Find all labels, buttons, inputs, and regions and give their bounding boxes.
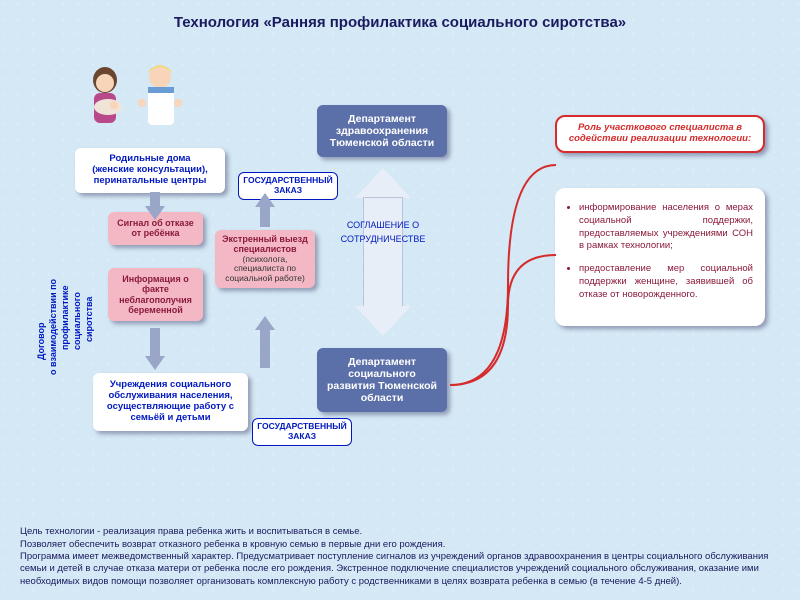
- node-dept-health: Департамент здравоохранения Тюменской об…: [317, 105, 447, 157]
- role-item-1: информирование населения о мерах социаль…: [579, 202, 753, 253]
- emergency-sub: (психолога, специалиста по социальной ра…: [219, 255, 311, 284]
- role-item-2: предоставление мер социальной поддержки …: [579, 263, 753, 301]
- arrow-stem-3: [150, 328, 160, 358]
- maternity-text: Родильные дома (женские консультации), п…: [92, 153, 208, 186]
- arrow-down-1: [145, 206, 165, 220]
- vert-label-2: о взаимодействии по: [48, 279, 58, 375]
- node-maternity: Родильные дома (женские консультации), п…: [75, 148, 225, 193]
- red-connector: [448, 155, 563, 395]
- node-gov-order-1: ГОСУДАРСТВЕННЫЙ ЗАКАЗ: [238, 172, 338, 200]
- info-bold: Информация о факте неблагополучия: [119, 274, 192, 305]
- arrow-up-2: [255, 316, 275, 330]
- node-emergency: Экстренный выезд специалистов (психолога…: [215, 230, 315, 288]
- arrow-stem-1: [260, 205, 270, 227]
- agreement-label: СОГЛАШЕНИЕ О СОТРУДНИЧЕСТВЕ: [333, 218, 433, 247]
- node-info: Информация о факте неблагополучия береме…: [108, 268, 203, 321]
- vert-label-4: социального: [72, 292, 82, 350]
- role-list: информирование населения о мерах социаль…: [555, 188, 765, 326]
- arrow-up-1: [255, 193, 275, 207]
- node-dept-social: Департамент социального развития Тюменск…: [317, 348, 447, 412]
- big-arrow-body: [363, 197, 403, 307]
- arrow-down-2: [145, 356, 165, 370]
- info-plain: беременной: [128, 305, 183, 315]
- illustration: [70, 55, 210, 145]
- page-title: Технология «Ранняя профилактика социальн…: [0, 0, 800, 39]
- vert-label-5: сиротства: [84, 297, 94, 342]
- node-gov-order-2: ГОСУДАРСТВЕННЫЙ ЗАКАЗ: [252, 418, 352, 446]
- vert-label-3: профилактике: [60, 285, 70, 350]
- agreement-text: СОГЛАШЕНИЕ О СОТРУДНИЧЕСТВЕ: [341, 220, 426, 244]
- footer-text: Цель технологии - реализация права ребен…: [20, 526, 780, 588]
- node-institutions: Учреждения социального обслуживания насе…: [93, 373, 248, 431]
- arrow-stem-4: [260, 328, 270, 368]
- big-arrow-up: [355, 168, 411, 198]
- emergency-title: Экстренный выезд специалистов: [219, 234, 311, 255]
- vert-label-1: Договор: [36, 322, 46, 360]
- role-header: Роль участкового специалиста в содействи…: [555, 115, 765, 153]
- big-arrow-down: [355, 306, 411, 336]
